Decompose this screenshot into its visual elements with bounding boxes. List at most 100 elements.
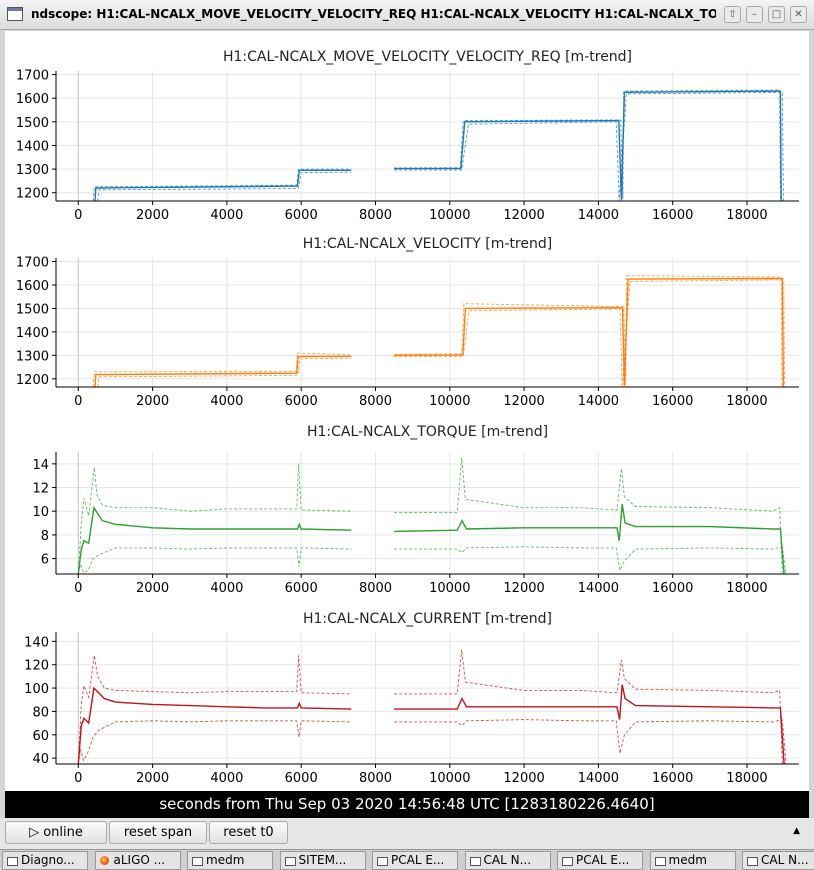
x-tick-label: 10000 (429, 581, 470, 596)
plot-panel[interactable]: H1:CAL-NCALX_CURRENT [m-trend] 0 2000 4000 6… (24, 611, 799, 786)
series-group (92, 275, 785, 387)
x-tick-label: 0 (74, 581, 82, 596)
maximize-button[interactable]: □ (768, 6, 785, 23)
x-tick-label: 4000 (210, 394, 243, 409)
y-tick-label: 1700 (16, 69, 49, 84)
close-button[interactable]: ✕ (790, 6, 807, 23)
plot-panel[interactable]: H1:CAL-NCALX_VELOCITY [m-trend] 0 2000 4000… (16, 236, 799, 409)
x-tick-label: 18000 (726, 771, 767, 786)
x-tick-label: 2000 (136, 208, 169, 223)
y-tick-label: 140 (24, 635, 49, 650)
trend-max-line (92, 352, 352, 387)
x-tick-label: 10000 (429, 394, 470, 409)
trend-mean-line (394, 277, 785, 387)
x-tick-label: 2000 (136, 771, 169, 786)
x-tick-label: 4000 (210, 208, 243, 223)
y-tick-label: 8 (41, 529, 49, 544)
taskbar-item[interactable]: Diagno... (2, 851, 88, 870)
trend-mean-line (394, 684, 785, 764)
trend-min-line (394, 546, 787, 574)
window-titlebar[interactable]: ndscope: H1:CAL-NCALX_MOVE_VELOCITY_VELO… (0, 0, 814, 30)
taskbar-item-label: aLIGO ... (113, 853, 166, 867)
taskbar-item-label: PCAL E... (576, 853, 630, 867)
taskbar-item-label: medm (206, 853, 245, 867)
y-tick-label: 1200 (16, 373, 49, 388)
time-axis-label: seconds from Thu Sep 03 2020 14:56:48 UT… (5, 791, 809, 818)
plot-panel[interactable]: H1:CAL-NCALX_TORQUE [m-trend] 0 2000 4000 60… (32, 424, 799, 596)
window-icon (284, 857, 296, 866)
trend-min-line (394, 91, 784, 201)
x-tick-label: 12000 (503, 581, 544, 596)
control-bar: ▷ online reset span reset t0 ▲ (0, 818, 814, 849)
plot-title: H1:CAL-NCALX_VELOCITY [m-trend] (303, 236, 552, 252)
shade-button[interactable]: ⇧ (724, 6, 741, 23)
y-tick-label: 1300 (16, 163, 49, 178)
x-tick-label: 18000 (726, 581, 767, 596)
x-tick-label: 6000 (285, 394, 318, 409)
series-group (77, 457, 787, 574)
x-tick-label: 14000 (578, 771, 619, 786)
x-tick-label: 4000 (210, 771, 243, 786)
reset-span-button[interactable]: reset span (109, 821, 207, 844)
taskbar-item[interactable]: CAL N... (464, 851, 551, 870)
y-tick-label: 1600 (16, 92, 49, 107)
window-icon (469, 857, 481, 866)
trend-max-line (77, 463, 352, 574)
window-icon (377, 857, 388, 866)
x-tick-label: 18000 (726, 208, 767, 223)
plot-title: H1:CAL-NCALX_CURRENT [m-trend] (303, 611, 552, 627)
taskbar: Diagno... aLIGO ... medm SITEM... PCAL E... C… (0, 849, 814, 870)
x-tick-label: 10000 (429, 208, 470, 223)
x-tick-label: 16000 (652, 581, 693, 596)
plot-title: H1:CAL-NCALX_MOVE_VELOCITY_VELOCITY_REQ … (223, 49, 632, 65)
taskbar-item[interactable]: aLIGO ... (94, 851, 181, 870)
y-tick-label: 40 (32, 752, 49, 767)
y-tick-label: 100 (24, 682, 49, 697)
x-tick-label: 2000 (136, 581, 169, 596)
firefox-icon (99, 856, 109, 865)
x-tick-label: 8000 (359, 394, 392, 409)
y-tick-label: 80 (32, 705, 49, 720)
online-button[interactable]: ▷ online (5, 821, 107, 844)
x-tick-label: 8000 (359, 208, 392, 223)
x-tick-label: 2000 (136, 394, 169, 409)
plot-title: H1:CAL-NCALX_TORQUE [m-trend] (307, 424, 548, 440)
trend-min-line (97, 357, 352, 387)
trend-max-line (394, 649, 783, 764)
reset-t0-button[interactable]: reset t0 (209, 821, 288, 844)
x-tick-label: 0 (74, 394, 82, 409)
plot-area[interactable]: H1:CAL-NCALX_MOVE_VELOCITY_VELOCITY_REQ … (5, 31, 809, 791)
y-tick-label: 1400 (16, 139, 49, 154)
trend-mean-line (394, 90, 782, 201)
trend-min-line (394, 279, 785, 387)
x-tick-label: 4000 (210, 581, 243, 596)
trend-min-line (394, 719, 787, 764)
x-tick-label: 6000 (285, 208, 318, 223)
plots-canvas[interactable]: H1:CAL-NCALX_MOVE_VELOCITY_VELOCITY_REQ … (5, 31, 809, 791)
trend-mean-line (77, 505, 352, 574)
x-tick-label: 12000 (503, 771, 544, 786)
taskbar-item[interactable]: medm (649, 851, 736, 870)
taskbar-item-label: medm (668, 853, 707, 867)
minimize-button[interactable]: – (746, 6, 763, 23)
taskbar-item[interactable]: SITEM... (279, 851, 366, 870)
x-tick-label: 12000 (503, 208, 544, 223)
x-tick-label: 16000 (652, 208, 693, 223)
window-icon (192, 857, 203, 866)
taskbar-item-label: CAL N... (483, 853, 532, 867)
trend-max-line (394, 275, 783, 387)
x-tick-label: 14000 (578, 394, 619, 409)
taskbar-item[interactable]: PCAL E... (557, 851, 643, 870)
taskbar-item[interactable]: PCAL E... (372, 851, 458, 870)
collapse-arrow-icon[interactable]: ▲ (793, 826, 800, 836)
series-group (77, 649, 787, 764)
y-tick-label: 1500 (16, 302, 49, 317)
trend-mean-line (94, 355, 352, 387)
taskbar-item[interactable]: medm (187, 851, 273, 870)
series-group (92, 89, 784, 201)
window-icon (562, 857, 573, 866)
x-tick-label: 16000 (652, 394, 693, 409)
taskbar-item[interactable]: CAL N... (742, 851, 814, 870)
trend-mean-line (94, 169, 352, 201)
plot-panel[interactable]: H1:CAL-NCALX_MOVE_VELOCITY_VELOCITY_REQ … (16, 49, 799, 223)
